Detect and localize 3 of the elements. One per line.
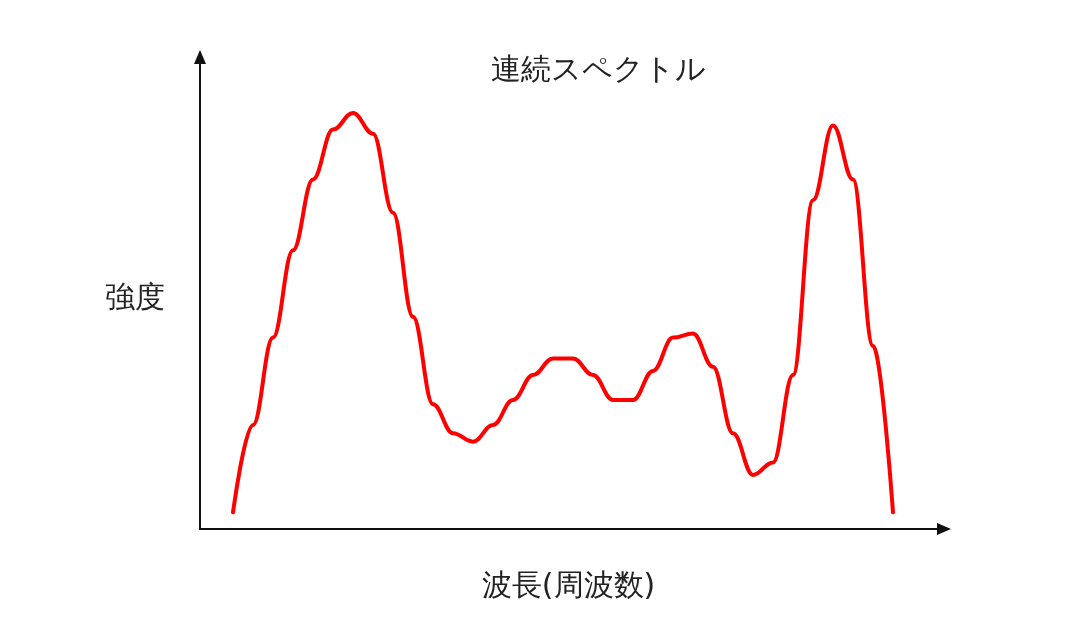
x-axis-title: 波長(周波数) [481, 566, 656, 602]
chart-title: 連続スペクトル [490, 50, 706, 86]
y-axis-title: 強度 [105, 278, 165, 314]
